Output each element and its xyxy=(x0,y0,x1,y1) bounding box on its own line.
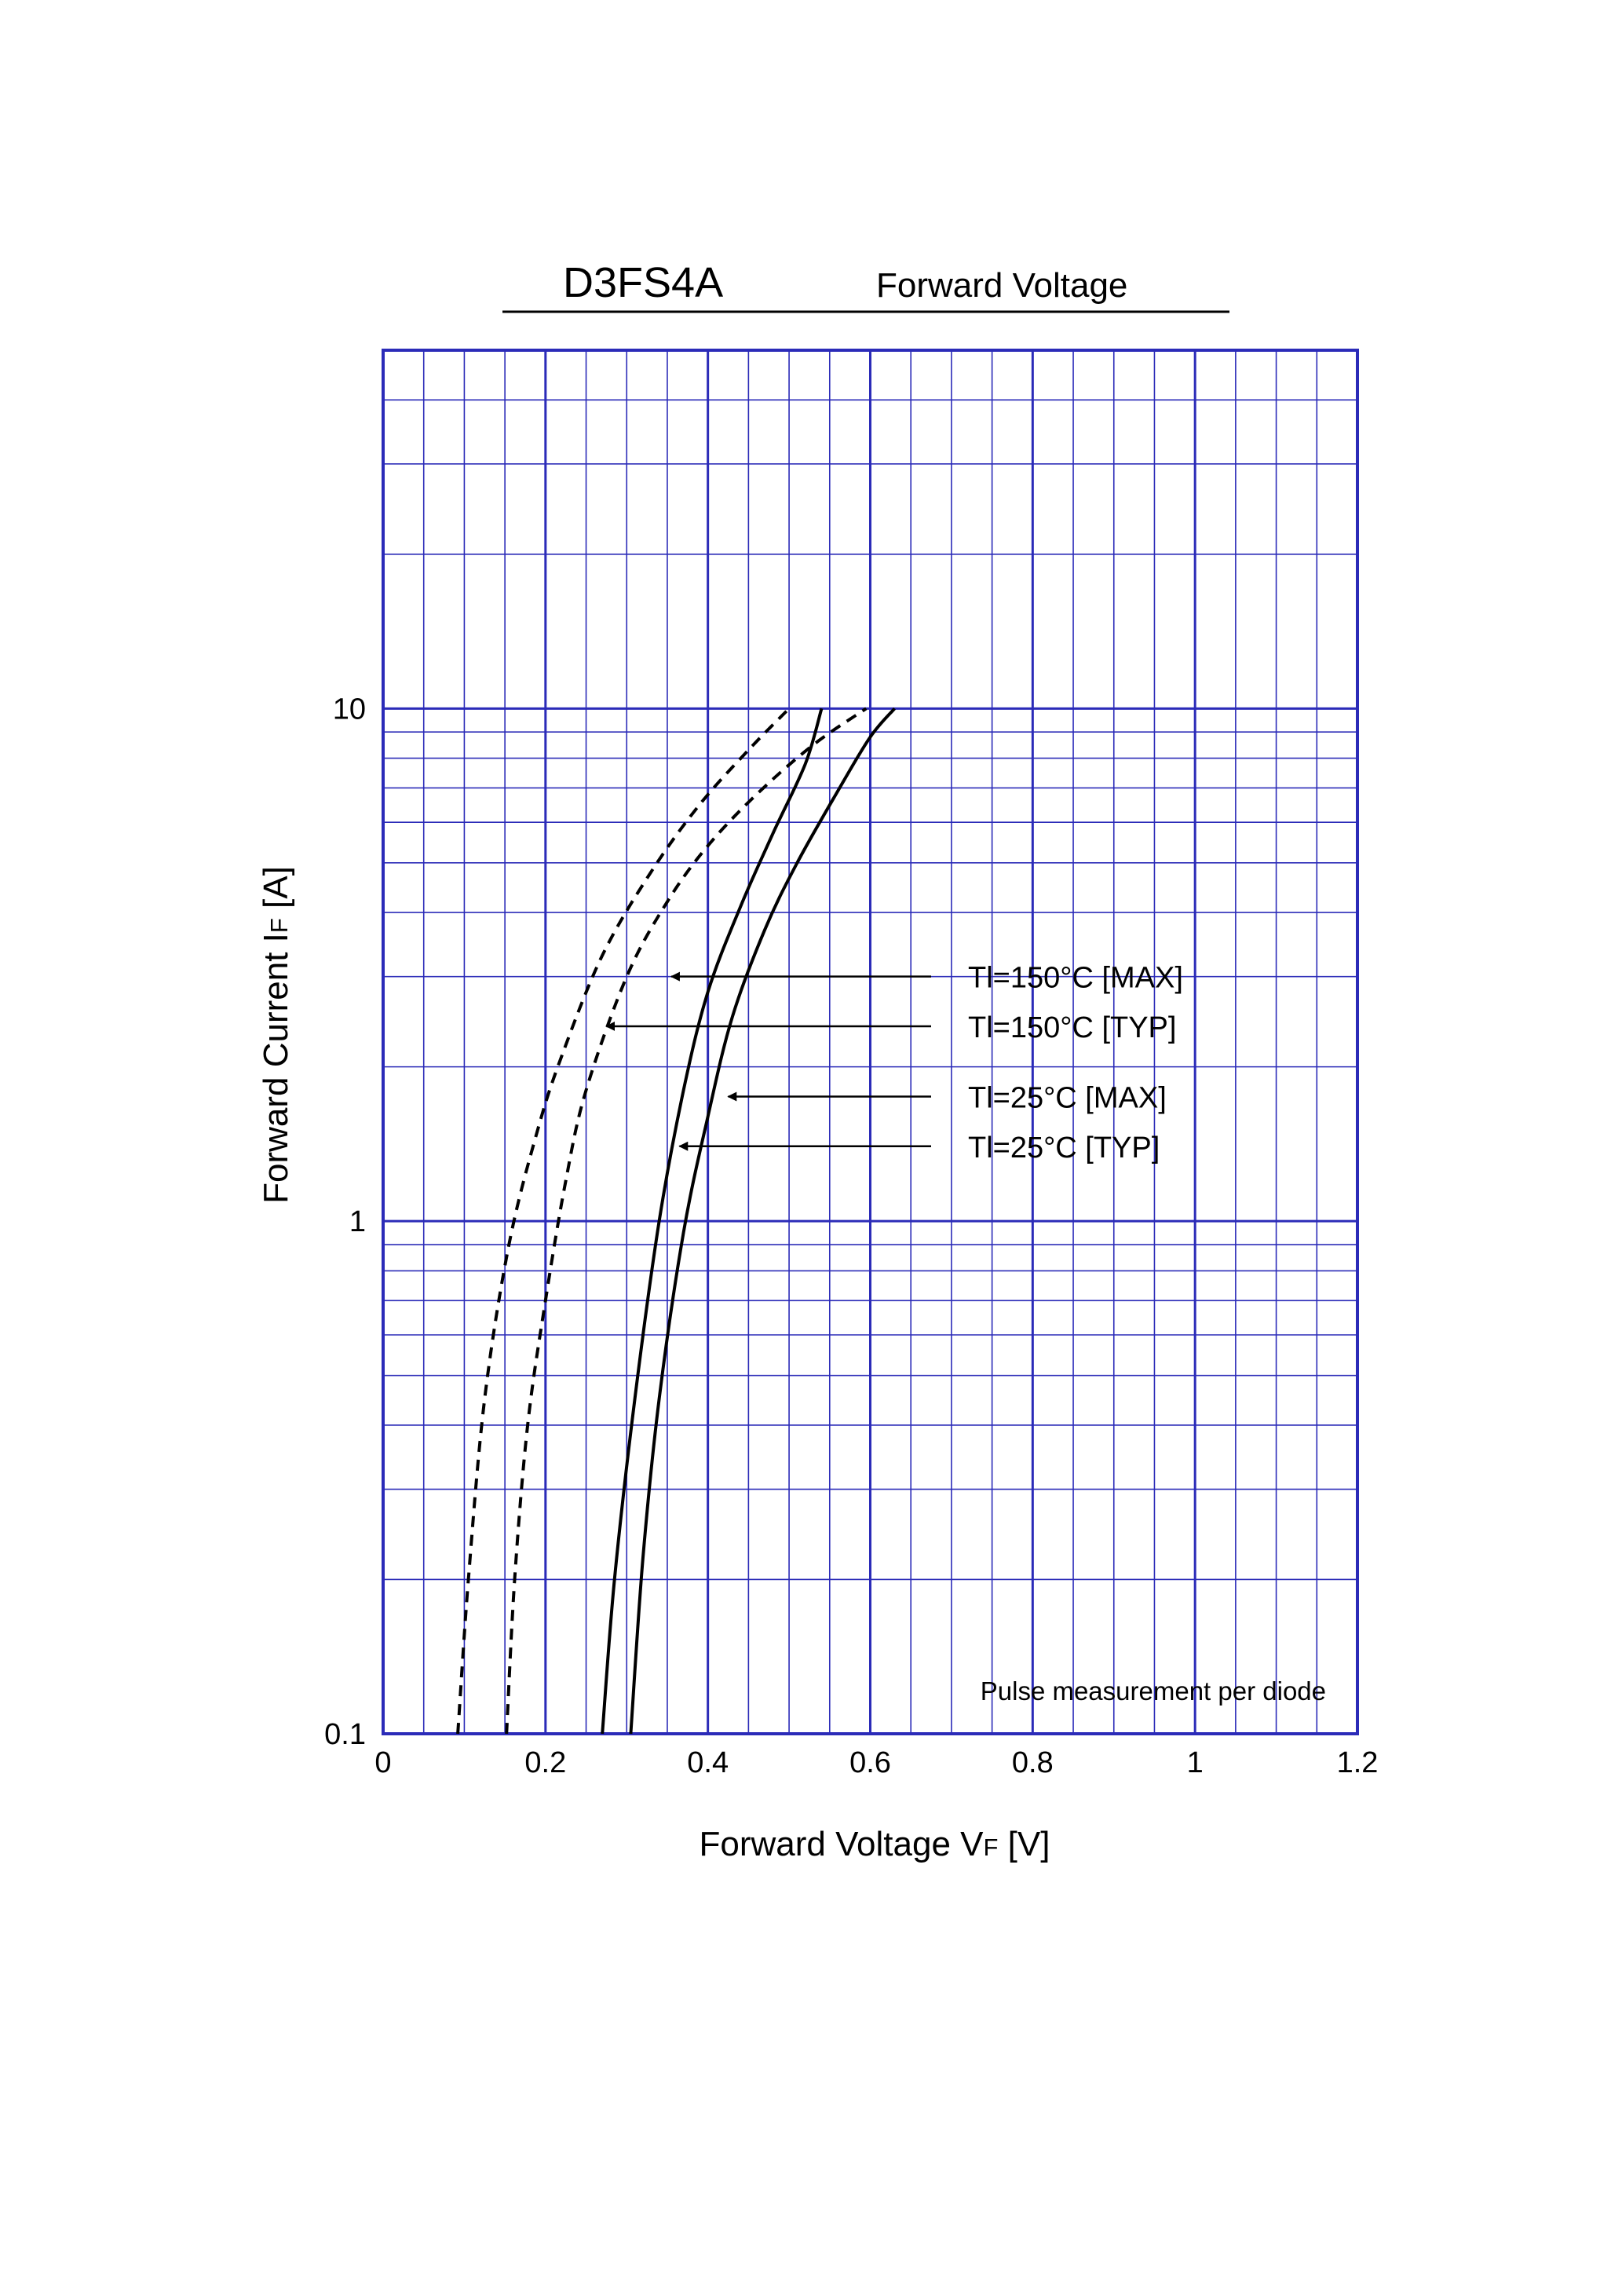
curve-tl-25-c-max xyxy=(629,707,897,1735)
x-tick-label: 0.2 xyxy=(524,1746,566,1779)
grid xyxy=(382,349,1359,1735)
x-axis-label-sub: F xyxy=(984,1834,999,1861)
pulse-annotation: Pulse measurement per diode xyxy=(981,1676,1326,1706)
x-tick-label: 0.6 xyxy=(849,1746,891,1779)
y-axis-label-sub: F xyxy=(265,918,293,933)
x-tick-label: 0.8 xyxy=(1012,1746,1054,1779)
x-tick-label: 1 xyxy=(1187,1746,1204,1779)
x-tick-label: 1.2 xyxy=(1337,1746,1379,1779)
x-tick-label: 0.4 xyxy=(687,1746,729,1779)
curve-tl-150-c-max xyxy=(505,707,868,1735)
curve-tl-25-c-typ xyxy=(601,707,824,1735)
callout-label: Tl=150°C [MAX] xyxy=(968,962,1183,995)
callouts: Tl=150°C [MAX] Tl=150°C [TYP] Tl=25°C [MAX… xyxy=(605,962,1183,1164)
y-tick-label: 0.1 xyxy=(324,1718,366,1751)
curves xyxy=(456,707,897,1735)
x-tick-label: 0 xyxy=(374,1746,391,1779)
x-axis-label-main: Forward Voltage V xyxy=(700,1825,985,1863)
y-axis-label: Forward Current IF [A] xyxy=(257,866,295,1204)
plot-border xyxy=(382,349,1359,1735)
y-axis-label-unit: [A] xyxy=(257,866,295,918)
x-tick-labels: 0 0.2 0.4 0.6 0.8 1 1.2 xyxy=(374,1746,1378,1779)
x-axis-label: Forward Voltage VF [V] xyxy=(700,1825,1050,1863)
part-number: D3FS4A xyxy=(563,259,723,306)
y-tick-labels: 0.1 1 10 xyxy=(324,693,366,1751)
chart-name: Forward Voltage xyxy=(876,266,1127,305)
y-tick-label: 1 xyxy=(349,1205,366,1238)
callout-label: Tl=25°C [TYP] xyxy=(968,1132,1160,1164)
x-axis-label-unit: [V] xyxy=(998,1825,1050,1863)
callout-label: Tl=25°C [MAX] xyxy=(968,1081,1167,1114)
y-axis-label-main: Forward Current I xyxy=(257,933,295,1204)
y-tick-label: 10 xyxy=(333,693,366,726)
callout-label: Tl=150°C [TYP] xyxy=(968,1011,1176,1044)
